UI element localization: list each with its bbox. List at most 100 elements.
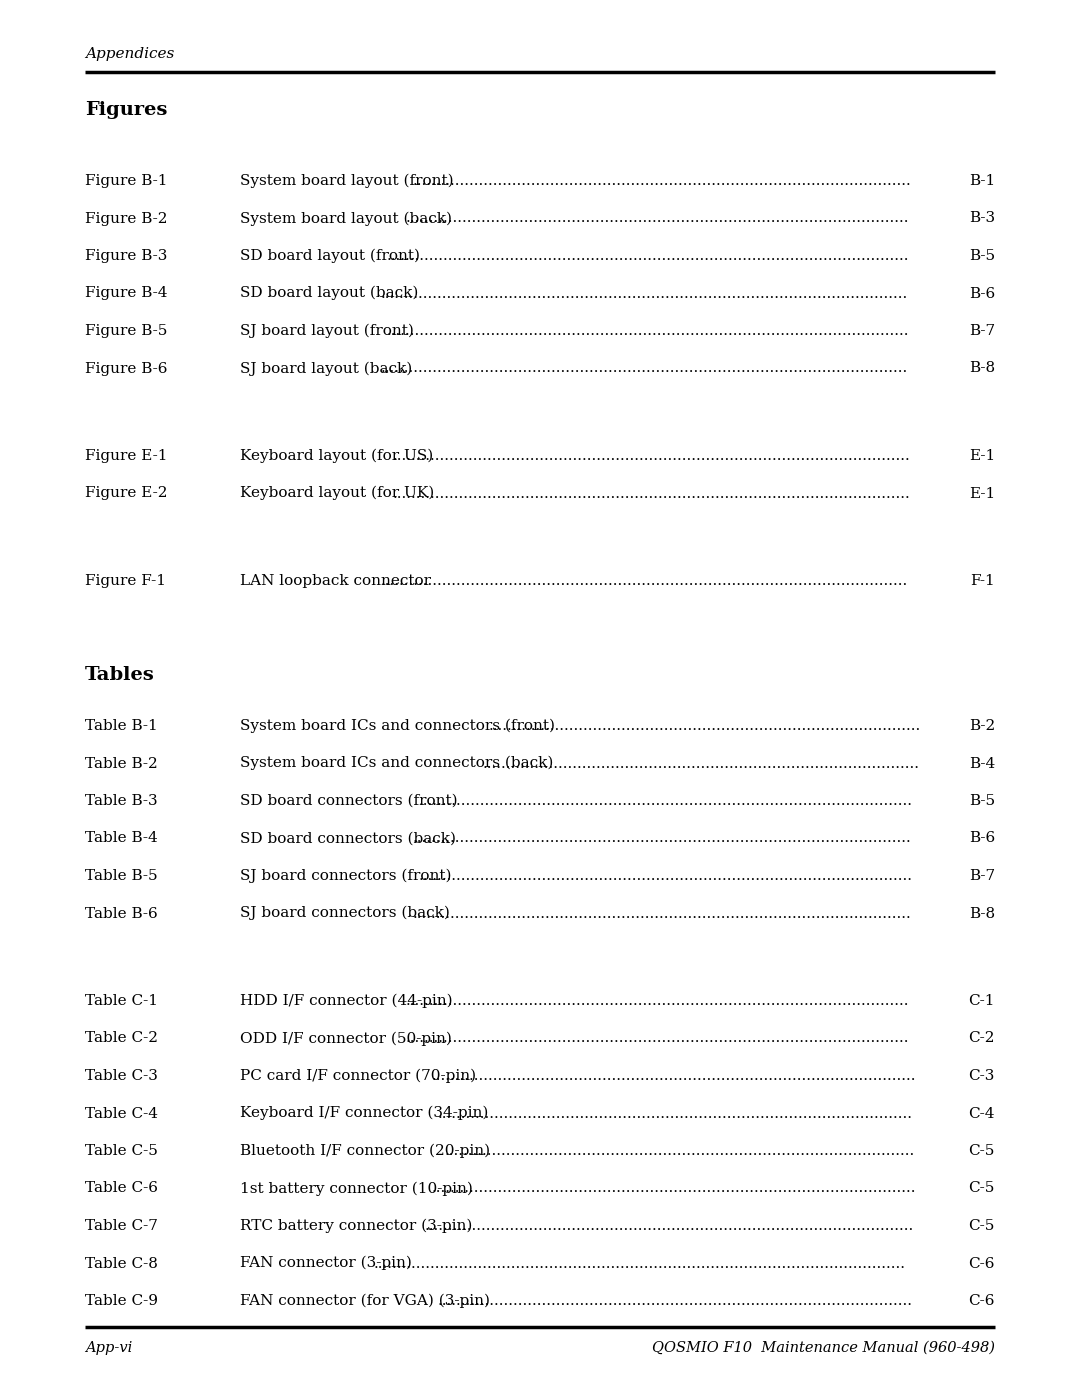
Text: ................................................................................: ........................................… (413, 907, 912, 921)
Text: System board ICs and connectors (front): System board ICs and connectors (front) (240, 718, 555, 733)
Text: Table C-2: Table C-2 (85, 1031, 158, 1045)
Text: C-4: C-4 (969, 1106, 995, 1120)
Text: C-6: C-6 (969, 1256, 995, 1270)
Text: C-6: C-6 (969, 1294, 995, 1308)
Text: Figure B-5: Figure B-5 (85, 324, 167, 338)
Text: C-5: C-5 (969, 1182, 995, 1196)
Text: Figure B-1: Figure B-1 (85, 175, 167, 189)
Text: B-7: B-7 (969, 324, 995, 338)
Text: HDD I/F connector (44-pin): HDD I/F connector (44-pin) (240, 993, 453, 1009)
Text: Tables: Tables (85, 666, 154, 685)
Text: B-8: B-8 (969, 362, 995, 376)
Text: Figure B-6: Figure B-6 (85, 362, 167, 376)
Text: Figure B-3: Figure B-3 (85, 249, 167, 263)
Text: ................................................................................: ........................................… (387, 324, 909, 338)
Text: Figure B-2: Figure B-2 (85, 211, 167, 225)
Text: Keyboard layout (for US): Keyboard layout (for US) (240, 448, 433, 462)
Text: SD board connectors (back): SD board connectors (back) (240, 831, 461, 845)
Text: ................................................................................: ........................................… (413, 831, 912, 845)
Text: SD board connectors (front): SD board connectors (front) (240, 793, 462, 807)
Text: Figure F-1: Figure F-1 (85, 574, 166, 588)
Text: ODD I/F connector (50-pin): ODD I/F connector (50-pin) (240, 1031, 451, 1045)
Text: Figure E-1: Figure E-1 (85, 448, 167, 462)
Text: ................................................................................: ........................................… (431, 1182, 916, 1196)
Text: ................................................................................: ........................................… (489, 719, 921, 733)
Text: ................................................................................: ........................................… (437, 1106, 913, 1120)
Text: ................................................................................: ........................................… (380, 286, 907, 300)
Text: Bluetooth I/F connector (20-pin): Bluetooth I/F connector (20-pin) (240, 1144, 490, 1158)
Text: ................................................................................: ........................................… (380, 574, 907, 588)
Text: C-5: C-5 (969, 1144, 995, 1158)
Text: ................................................................................: ........................................… (444, 1144, 915, 1158)
Text: LAN loopback connector: LAN loopback connector (240, 574, 431, 588)
Text: Figure B-4: Figure B-4 (85, 286, 167, 300)
Text: C-5: C-5 (969, 1220, 995, 1234)
Text: System board ICs and connectors (back): System board ICs and connectors (back) (240, 756, 553, 771)
Text: SD board layout (back): SD board layout (back) (240, 286, 418, 300)
Text: ................................................................................: ........................................… (374, 1256, 906, 1270)
Text: Figure E-2: Figure E-2 (85, 486, 167, 500)
Text: B-8: B-8 (969, 907, 995, 921)
Text: Table C-1: Table C-1 (85, 995, 158, 1009)
Text: B-5: B-5 (969, 249, 995, 263)
Text: Table C-7: Table C-7 (85, 1220, 158, 1234)
Text: Figures: Figures (85, 101, 167, 119)
Text: SJ board layout (back): SJ board layout (back) (240, 360, 413, 376)
Text: ................................................................................: ........................................… (419, 793, 913, 807)
Text: FAN connector (for VGA) (3-pin): FAN connector (for VGA) (3-pin) (240, 1294, 490, 1308)
Text: Table C-4: Table C-4 (85, 1106, 158, 1120)
Text: ................................................................................: ........................................… (393, 486, 910, 500)
Text: Table B-1: Table B-1 (85, 719, 158, 733)
Text: PC card I/F connector (70-pin): PC card I/F connector (70-pin) (240, 1069, 476, 1083)
Text: C-3: C-3 (969, 1069, 995, 1083)
Text: B-6: B-6 (969, 831, 995, 845)
Text: E-1: E-1 (969, 448, 995, 462)
Text: ................................................................................: ........................................… (426, 1220, 915, 1234)
Text: App-vi: App-vi (85, 1341, 132, 1355)
Text: ................................................................................: ........................................… (437, 1294, 913, 1308)
Text: C-2: C-2 (969, 1031, 995, 1045)
Text: Keyboard layout (for UK): Keyboard layout (for UK) (240, 486, 434, 500)
Text: ................................................................................: ........................................… (393, 448, 910, 462)
Text: Appendices: Appendices (85, 47, 174, 61)
Text: SJ board layout (front): SJ board layout (front) (240, 324, 414, 338)
Text: ................................................................................: ........................................… (406, 211, 909, 225)
Text: SJ board connectors (back): SJ board connectors (back) (240, 907, 455, 921)
Text: QOSMIO F10  Maintenance Manual (960-498): QOSMIO F10 Maintenance Manual (960-498) (652, 1341, 995, 1355)
Text: FAN connector (3-pin): FAN connector (3-pin) (240, 1256, 411, 1270)
Text: System board layout (back): System board layout (back) (240, 211, 453, 225)
Text: Table C-8: Table C-8 (85, 1256, 158, 1270)
Text: B-6: B-6 (969, 286, 995, 300)
Text: SD board layout (front): SD board layout (front) (240, 249, 420, 263)
Text: F-1: F-1 (970, 574, 995, 588)
Text: Table B-3: Table B-3 (85, 793, 158, 807)
Text: ................................................................................: ........................................… (483, 757, 919, 771)
Text: Table B-2: Table B-2 (85, 757, 158, 771)
Text: B-2: B-2 (969, 719, 995, 733)
Text: SJ board connectors (front): SJ board connectors (front) (240, 869, 457, 883)
Text: Table B-6: Table B-6 (85, 907, 158, 921)
Text: B-1: B-1 (969, 175, 995, 189)
Text: C-1: C-1 (969, 995, 995, 1009)
Text: ................................................................................: ........................................… (413, 175, 912, 189)
Text: B-4: B-4 (969, 757, 995, 771)
Text: RTC battery connector (3-pin): RTC battery connector (3-pin) (240, 1218, 472, 1234)
Text: Table B-5: Table B-5 (85, 869, 158, 883)
Text: Table C-6: Table C-6 (85, 1182, 158, 1196)
Text: Table C-9: Table C-9 (85, 1294, 158, 1308)
Text: 1st battery connector (10-pin): 1st battery connector (10-pin) (240, 1180, 473, 1196)
Text: B-3: B-3 (969, 211, 995, 225)
Text: B-5: B-5 (969, 793, 995, 807)
Text: ................................................................................: ........................................… (431, 1069, 916, 1083)
Text: Keyboard I/F connector (34-pin): Keyboard I/F connector (34-pin) (240, 1106, 488, 1120)
Text: Table C-3: Table C-3 (85, 1069, 158, 1083)
Text: ................................................................................: ........................................… (380, 362, 907, 376)
Text: B-7: B-7 (969, 869, 995, 883)
Text: ................................................................................: ........................................… (419, 869, 913, 883)
Text: ................................................................................: ........................................… (387, 249, 909, 263)
Text: System board layout (front): System board layout (front) (240, 173, 454, 189)
Text: Table C-5: Table C-5 (85, 1144, 158, 1158)
Text: ................................................................................: ........................................… (406, 1031, 909, 1045)
Text: Table B-4: Table B-4 (85, 831, 158, 845)
Text: E-1: E-1 (969, 486, 995, 500)
